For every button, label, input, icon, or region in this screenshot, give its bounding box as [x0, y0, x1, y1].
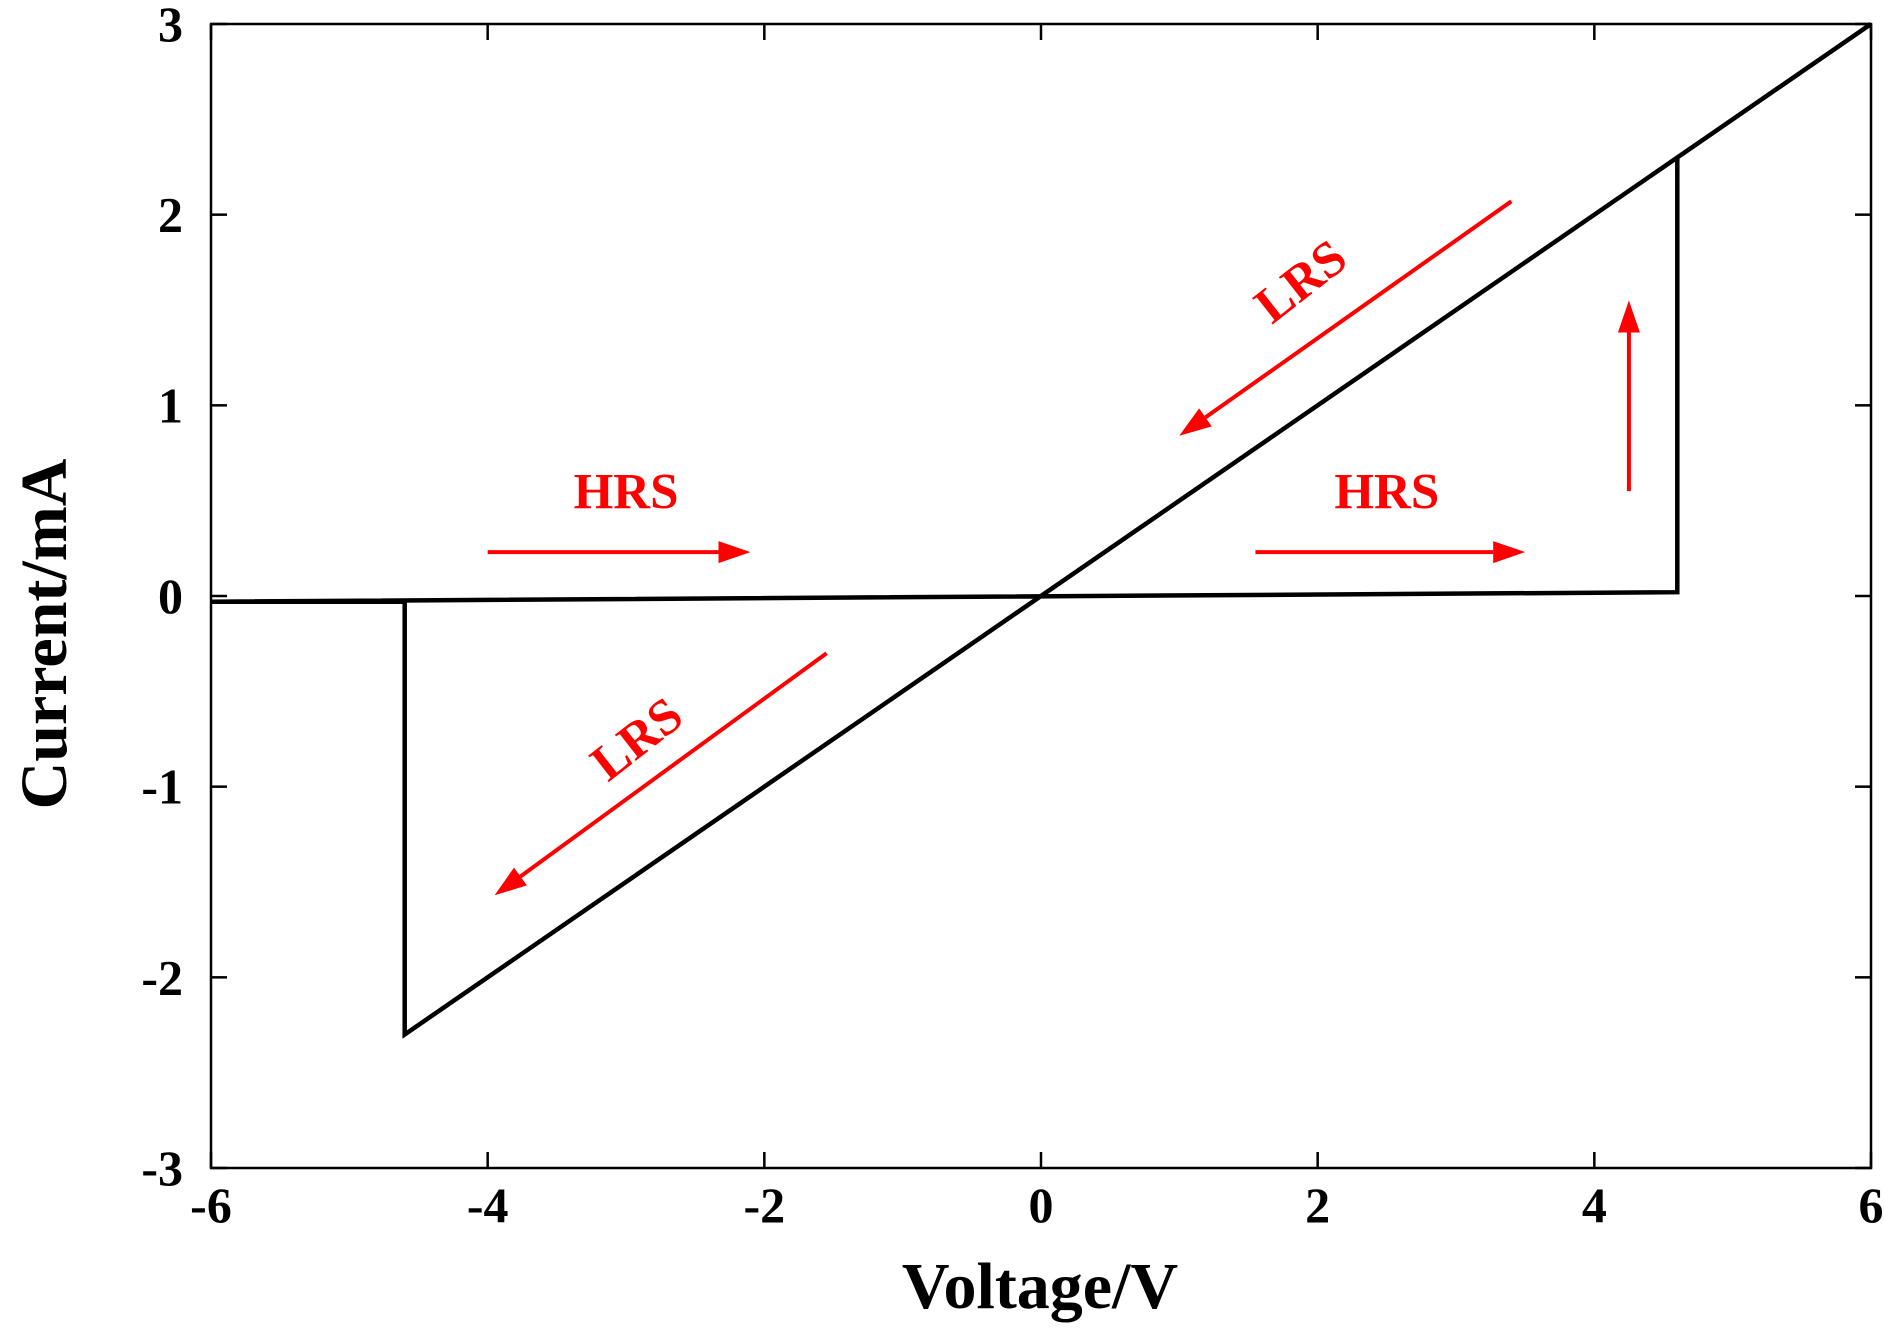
arrow-layer: [487, 199, 1640, 896]
arrow-head: [1617, 300, 1640, 333]
series-layer: [210, 22, 1873, 1039]
state-annotation-lrs: LRS: [581, 687, 694, 792]
annotation-layer: HRS HRS LRS LRS: [574, 229, 1440, 792]
tick-marks: [209, 22, 1873, 1170]
arrow-head: [718, 541, 751, 564]
direction-arrow: [1179, 199, 1513, 436]
x-tick-label: -6: [190, 1177, 232, 1233]
arrow-head: [1179, 408, 1212, 436]
y-tick-label: -1: [141, 759, 183, 815]
y-tick-label: 0: [158, 568, 183, 624]
state-annotation-hrs: HRS: [574, 465, 679, 521]
arrow-head: [494, 867, 527, 896]
x-tick-label: 4: [1582, 1177, 1607, 1233]
y-tick-label: 2: [158, 187, 183, 243]
direction-arrow: [487, 541, 751, 564]
arrow-shaft: [519, 651, 828, 879]
y-tick-label: -3: [141, 1140, 183, 1196]
y-tick-label: -2: [141, 949, 183, 1005]
direction-arrow: [494, 651, 828, 896]
x-tick-label: -4: [467, 1177, 509, 1233]
direction-arrow: [1255, 541, 1526, 564]
y-tick-label: 3: [158, 0, 183, 52]
arrow-shaft: [1204, 199, 1513, 420]
x-tick-label: 0: [1029, 1177, 1054, 1233]
x-axis-title: Voltage/V: [902, 1250, 1178, 1323]
x-tick-label: 6: [1859, 1177, 1884, 1233]
state-annotation-hrs: HRS: [1334, 465, 1439, 521]
direction-arrow: [1617, 300, 1640, 492]
iv-hysteresis-curve: [210, 22, 1873, 1039]
x-tick-label: -2: [744, 1177, 786, 1233]
arrow-head: [1493, 541, 1526, 564]
x-tick-label: 2: [1305, 1177, 1330, 1233]
state-annotation-lrs: LRS: [1245, 229, 1358, 334]
y-axis-title: Current/mA: [8, 458, 81, 809]
tick-labels: -6 -4 -2 0 2 4 6 -3 -2 -1 0 1 2 3: [141, 0, 1883, 1233]
y-tick-label: 1: [158, 377, 183, 433]
